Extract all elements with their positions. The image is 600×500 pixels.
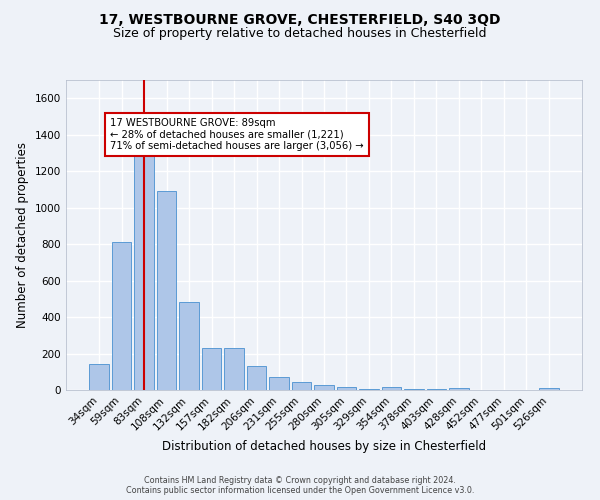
- Bar: [224, 348, 244, 390]
- Bar: [89, 364, 109, 390]
- Bar: [112, 242, 131, 390]
- Text: 17 WESTBOURNE GROVE: 89sqm
← 28% of detached houses are smaller (1,221)
71% of s: 17 WESTBOURNE GROVE: 89sqm ← 28% of deta…: [110, 118, 364, 152]
- Text: 17, WESTBOURNE GROVE, CHESTERFIELD, S40 3QD: 17, WESTBOURNE GROVE, CHESTERFIELD, S40 …: [99, 12, 501, 26]
- Bar: [134, 155, 154, 390]
- Bar: [292, 382, 311, 390]
- Y-axis label: Number of detached properties: Number of detached properties: [16, 142, 29, 328]
- Bar: [382, 388, 401, 390]
- Bar: [202, 348, 221, 390]
- Bar: [359, 388, 379, 390]
- Bar: [427, 389, 446, 390]
- Bar: [179, 302, 199, 390]
- Text: Contains public sector information licensed under the Open Government Licence v3: Contains public sector information licen…: [126, 486, 474, 495]
- Text: Size of property relative to detached houses in Chesterfield: Size of property relative to detached ho…: [113, 28, 487, 40]
- Bar: [269, 377, 289, 390]
- Text: Contains HM Land Registry data © Crown copyright and database right 2024.: Contains HM Land Registry data © Crown c…: [144, 476, 456, 485]
- Bar: [449, 388, 469, 390]
- Bar: [404, 389, 424, 390]
- Bar: [314, 386, 334, 390]
- Bar: [157, 191, 176, 390]
- Bar: [247, 366, 266, 390]
- Bar: [539, 388, 559, 390]
- X-axis label: Distribution of detached houses by size in Chesterfield: Distribution of detached houses by size …: [162, 440, 486, 453]
- Bar: [337, 388, 356, 390]
